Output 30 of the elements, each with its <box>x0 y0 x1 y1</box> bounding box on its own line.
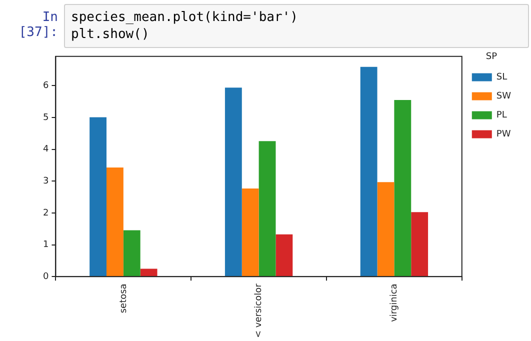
y-tick-label: 4 <box>42 144 49 155</box>
legend-title: SP <box>486 52 498 62</box>
bar <box>123 230 140 276</box>
text: species_mean.plot(kind='bar') <box>71 9 299 26</box>
bar <box>140 268 158 276</box>
bar <box>377 182 394 276</box>
bar <box>90 117 106 276</box>
legend-label: PL <box>496 110 507 121</box>
y-tick-label: 0 <box>42 272 49 282</box>
y-tick-label: 5 <box>42 112 49 123</box>
y-tick-label: 2 <box>42 208 49 218</box>
legend-label: SW <box>496 92 512 102</box>
bar <box>242 188 259 276</box>
bar <box>394 100 412 276</box>
bar <box>276 234 293 276</box>
bar <box>360 66 378 276</box>
text: plt.show() <box>71 26 150 43</box>
y-tick-label: 6 <box>42 81 49 92</box>
bar <box>258 141 276 276</box>
x-tick-label: setosa <box>118 284 129 314</box>
y-tick-label: 3 <box>42 176 49 187</box>
x-tick-label: virginica <box>390 284 400 322</box>
x-tick-label: < versicolor <box>254 283 264 338</box>
text: In [37]: <box>18 9 59 40</box>
bar <box>224 88 242 276</box>
legend-label: PW <box>496 130 511 140</box>
y-tick-label: 1 <box>42 240 49 250</box>
legend-label: SL <box>496 72 508 83</box>
bar <box>106 167 124 276</box>
bar <box>411 212 428 276</box>
